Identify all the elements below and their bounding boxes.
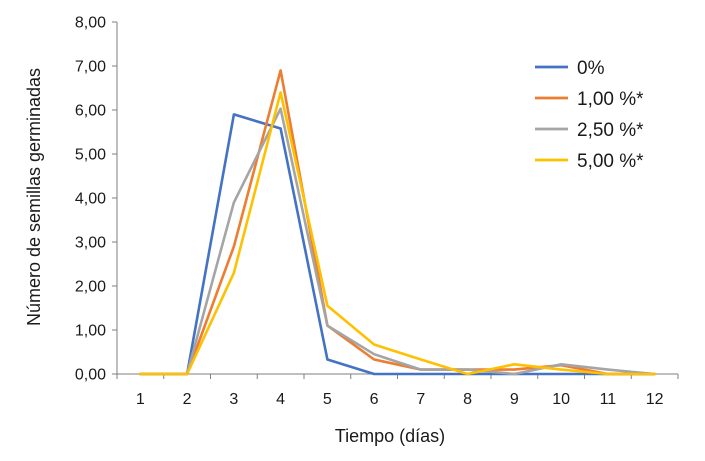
x-tick-label: 11 bbox=[600, 391, 617, 408]
x-tick-label: 9 bbox=[510, 391, 519, 408]
x-tick-label: 1 bbox=[136, 391, 145, 408]
legend-label: 2,50 %* bbox=[577, 120, 644, 141]
series-lines bbox=[139, 69, 656, 376]
x-tick-label: 7 bbox=[416, 391, 425, 408]
y-tick-label: 2,00 bbox=[75, 279, 106, 296]
x-tick-label: 4 bbox=[276, 391, 285, 408]
y-tick-label: 8,00 bbox=[75, 15, 106, 32]
x-axis-title: Tiempo (días) bbox=[335, 426, 445, 446]
series-line-3 bbox=[139, 91, 656, 376]
legend-label: 5,00 %* bbox=[577, 151, 644, 172]
y-tick-label: 6,00 bbox=[75, 103, 106, 120]
x-tick-label: 5 bbox=[323, 391, 332, 408]
y-tick-label: 5,00 bbox=[75, 147, 106, 164]
legend-label: 0% bbox=[577, 58, 605, 79]
legend-label: 1,00 %* bbox=[577, 89, 644, 110]
x-tick-label: 3 bbox=[229, 391, 238, 408]
y-tick-label: 3,00 bbox=[75, 235, 106, 252]
x-axis-ticks: 1 2 3 4 5 6 7 8 9 10 11 12 bbox=[116, 374, 679, 408]
x-tick-label: 8 bbox=[463, 391, 472, 408]
series-line-1 bbox=[139, 69, 656, 376]
series-line-2 bbox=[139, 107, 656, 376]
x-tick-label: 10 bbox=[552, 391, 570, 408]
y-axis-ticks: 0,00 1,00 2,00 3,00 4,00 5,00 6,00 7,00 8,00 bbox=[75, 15, 117, 384]
y-tick-label: 1,00 bbox=[75, 323, 106, 340]
y-tick-label: 0,00 bbox=[75, 367, 106, 384]
x-tick-label: 6 bbox=[370, 391, 379, 408]
legend: 0% 1,00 %* 2,50 %* 5,00 %* bbox=[535, 58, 644, 172]
x-tick-label: 2 bbox=[183, 391, 192, 408]
y-tick-label: 4,00 bbox=[75, 191, 106, 208]
y-tick-label: 7,00 bbox=[75, 59, 106, 76]
y-axis-title: Número de semillas germinadas bbox=[24, 68, 44, 326]
series-line-0 bbox=[139, 113, 656, 376]
x-tick-label: 12 bbox=[646, 391, 664, 408]
